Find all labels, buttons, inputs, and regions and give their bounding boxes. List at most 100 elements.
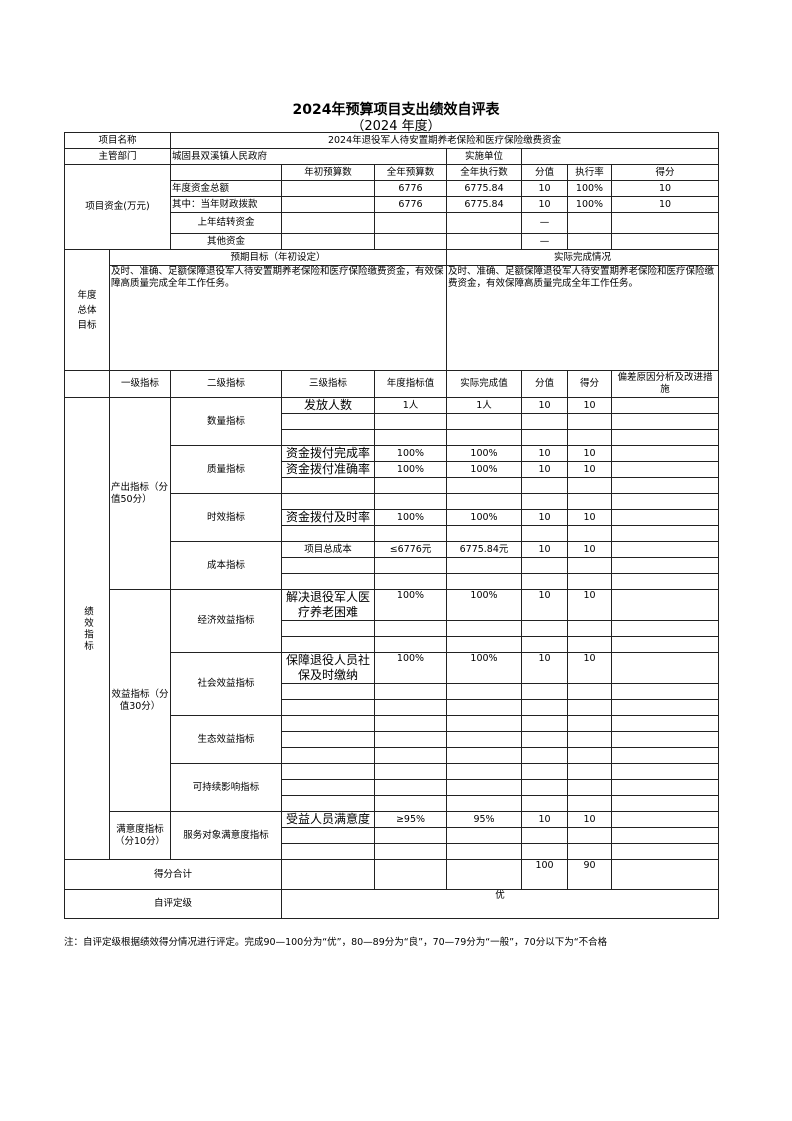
perf-cell (521, 731, 569, 748)
funds-cell: — (521, 233, 569, 250)
perf-cell (611, 461, 720, 478)
perf-header-blank (64, 370, 110, 398)
dept-row: 主管部门 城固县双溪镇人民政府 实施单位 (63, 148, 720, 165)
perf-sub-label: 服务对象满意度指标 (170, 811, 283, 860)
perf-cell: 10 (567, 461, 613, 478)
perf-cell (611, 557, 720, 574)
perf-sub-label: 生态效益指标 (170, 715, 283, 764)
perf-indicator (281, 795, 376, 812)
perf-indicator (281, 477, 376, 494)
perf-cell (611, 573, 720, 590)
funds-cell (611, 212, 720, 234)
funds-cell: 100% (567, 180, 613, 197)
perf-cell (611, 683, 720, 700)
perf-cell (567, 620, 613, 637)
perf-cell (521, 683, 569, 700)
funds-cell (446, 212, 523, 234)
funds-cell (281, 196, 376, 213)
dept-value: 城固县双溪镇人民政府 (170, 148, 448, 165)
funds-cell: 10 (611, 180, 720, 197)
funds-cell (567, 212, 613, 234)
funds-cell: 6776 (374, 180, 448, 197)
perf-cell (521, 493, 569, 510)
goals-label: 年度总体目标 (64, 249, 110, 371)
perf-cell: 100% (374, 509, 448, 526)
perf-indicator (281, 620, 376, 637)
perf-cell (374, 683, 448, 700)
perf-indicator: 解决退役军人医疗养老困难 (281, 589, 376, 621)
funds-cell (446, 233, 523, 250)
perf-cell (374, 525, 448, 542)
perf-cell (521, 827, 569, 844)
perf-cell (521, 573, 569, 590)
perf-cell (611, 636, 720, 653)
perf-cell (374, 747, 448, 764)
funds-row: 其他资金 — (65, 233, 720, 250)
actual-goal-text: 及时、准确、足额保障退役军人待安置期养老保险和医疗保险缴费资金，有效保障高质量完… (446, 265, 720, 371)
perf-cell (567, 779, 613, 796)
perf-indicator (281, 429, 376, 446)
perf-row (65, 557, 720, 574)
perf-header-row: 一级指标 二级指标 三级指标 年度指标值 实际完成值 分值 得分 偏差原因分析及改进措施 (64, 370, 720, 398)
perf-cell (611, 620, 720, 637)
perf-cell (611, 525, 720, 542)
funds-header: 年初预算数 (281, 164, 376, 181)
perf-indicator: 保障退役人员社保及时缴纳 (281, 652, 376, 684)
perf-cell (374, 843, 448, 860)
total-blank (374, 859, 448, 890)
perf-row (65, 429, 720, 446)
perf-cell (611, 699, 720, 716)
total-row: 得分合计 100 90 (63, 859, 720, 890)
impl-label: 实施单位 (446, 148, 523, 165)
perf-cell: 100% (374, 461, 448, 478)
perf-cell (521, 747, 569, 764)
perf-cell (521, 557, 569, 574)
grade-row: 自评定级优 (63, 889, 720, 919)
page-title: 2024年预算项目支出绩效自评表 (292, 102, 500, 118)
perf-cell: 10 (567, 652, 613, 684)
perf-indicator: 发放人数 (281, 397, 376, 414)
perf-cell (567, 477, 613, 494)
perf-cell (446, 620, 523, 637)
perf-cell: 95% (446, 811, 523, 828)
impl-value (521, 148, 720, 165)
perf-sub-label: 经济效益指标 (170, 589, 283, 653)
perf-cell (374, 827, 448, 844)
perf-cell (521, 525, 569, 542)
funds-header-blank (170, 164, 283, 181)
perf-indicator (281, 699, 376, 716)
perf-sub-label: 质量指标 (170, 445, 283, 494)
perf-cell: 10 (521, 541, 569, 558)
actual-header: 实际完成情况 (446, 249, 720, 266)
perf-cell (446, 573, 523, 590)
perf-header: 一级指标 (108, 370, 172, 398)
perf-cell (611, 763, 720, 780)
perf-indicator (281, 715, 376, 732)
perf-group-label: 满意度指标（分10分） (108, 811, 172, 860)
total-blank (611, 859, 720, 890)
perf-cell (567, 557, 613, 574)
perf-cell: 10 (567, 445, 613, 462)
perf-cell (374, 795, 448, 812)
perf-header: 得分 (567, 370, 613, 398)
perf-indicator (281, 557, 376, 574)
perf-cell (446, 731, 523, 748)
perf-indicator (281, 731, 376, 748)
perf-cell (521, 843, 569, 860)
perf-row: 绩效指标 产出指标（分值50分） 数量指标 发放人数 1人 1人 10 10 (64, 397, 720, 860)
funds-header-row: 项目资金(万元) 年初预算数 全年预算数 全年执行数 分值 执行率 得分 (63, 164, 720, 250)
perf-cell: 1人 (446, 397, 523, 414)
perf-cell (446, 477, 523, 494)
total-label: 得分合计 (63, 859, 283, 890)
total-score-value: 100 (521, 859, 569, 890)
perf-header: 二级指标 (170, 370, 283, 398)
perf-group-label: 产出指标（分值50分） (108, 397, 172, 590)
perf-cell (521, 763, 569, 780)
funds-cell (281, 180, 376, 197)
perf-cell (567, 429, 613, 446)
perf-indicator: 项目总成本 (281, 541, 376, 558)
perf-cell: 100% (374, 589, 448, 621)
perf-cell: 100% (374, 652, 448, 684)
perf-cell (567, 699, 613, 716)
funds-cell: 6775.84 (446, 180, 523, 197)
